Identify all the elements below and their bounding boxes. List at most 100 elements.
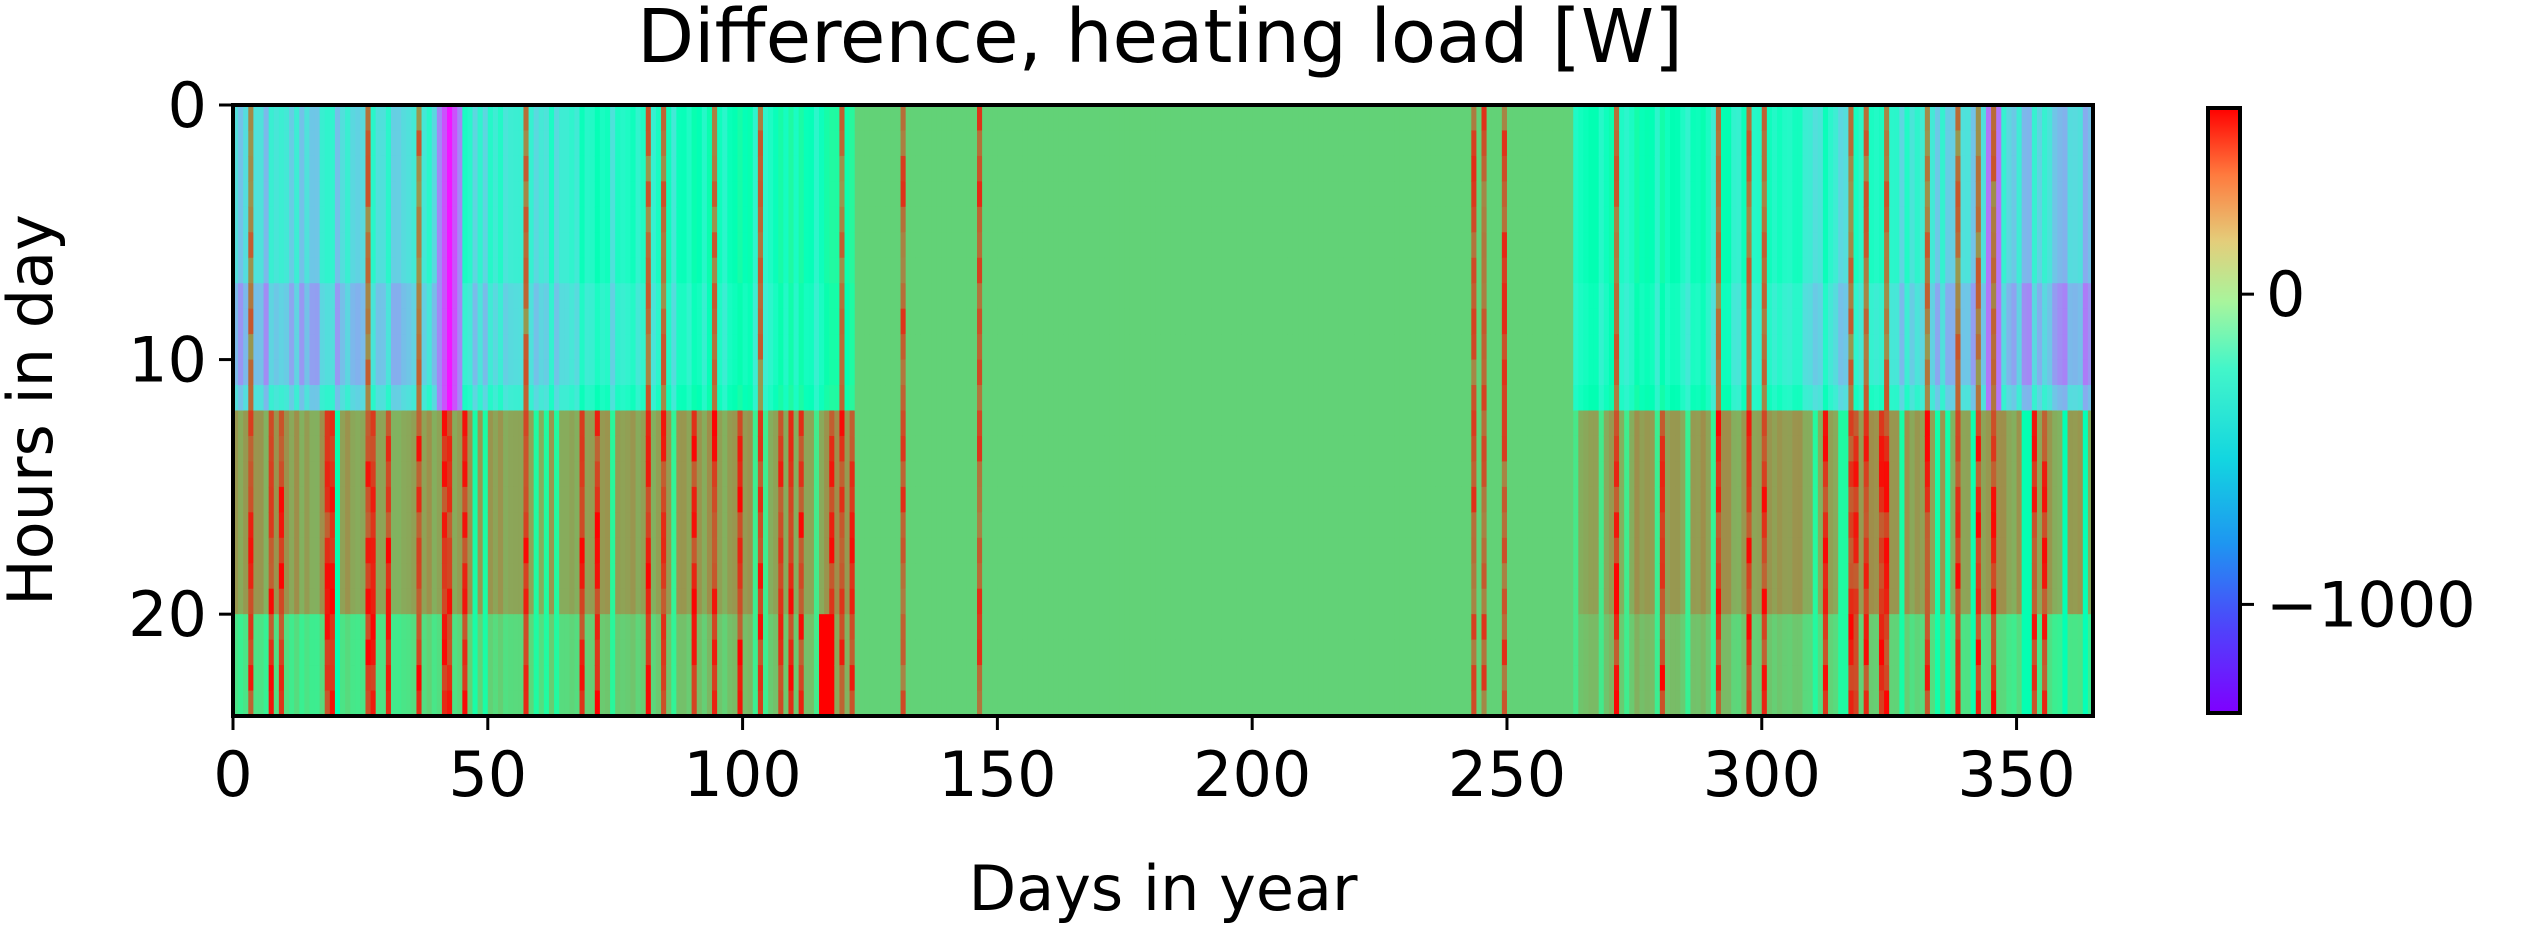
heatmap-cell <box>472 665 479 692</box>
heatmap-cell <box>375 639 382 666</box>
heatmap-cell <box>971 155 978 182</box>
heatmap-cell <box>1287 614 1294 641</box>
heatmap-cell <box>936 130 942 157</box>
heatmap-cell <box>905 308 912 335</box>
heatmap-cell <box>314 308 321 335</box>
heatmap-cell <box>1175 537 1182 564</box>
heatmap-cell <box>691 537 698 564</box>
heatmap-cell <box>752 690 759 717</box>
heatmap-cell <box>936 232 942 259</box>
heatmap-cell <box>905 385 912 412</box>
heatmap-cell <box>1165 512 1172 539</box>
heatmap-cell <box>798 385 805 412</box>
heatmap-cell <box>1124 461 1131 488</box>
heatmap-cell <box>931 563 937 590</box>
heatmap-cell <box>885 232 891 259</box>
heatmap-cell <box>406 435 412 463</box>
heatmap-cell <box>518 512 525 539</box>
heatmap-cell <box>722 308 728 335</box>
heatmap-cell <box>273 665 280 692</box>
heatmap-cell <box>452 257 458 284</box>
heatmap-cell <box>248 308 254 335</box>
heatmap-cell <box>508 410 514 437</box>
heatmap-cell <box>385 588 392 615</box>
heatmap-cell <box>574 283 581 310</box>
heatmap-cell <box>890 359 897 386</box>
heatmap-cell <box>900 614 907 641</box>
heatmap-cell <box>752 334 759 361</box>
heatmap-cell <box>1124 181 1131 208</box>
heatmap-cell <box>737 410 744 437</box>
heatmap-cell <box>411 385 418 412</box>
heatmap-cell <box>1252 690 1258 717</box>
heatmap-cell <box>813 665 820 692</box>
heatmap-cell <box>1063 512 1070 539</box>
heatmap-cell <box>615 257 621 284</box>
heatmap-cell <box>620 359 626 386</box>
heatmap-cell <box>278 690 285 717</box>
heatmap-cell <box>722 181 728 208</box>
heatmap-cell <box>355 614 361 641</box>
heatmap-cell <box>1140 308 1146 335</box>
heatmap-cell <box>324 614 331 641</box>
heatmap-cell <box>548 512 555 539</box>
heatmap-cell <box>411 588 418 615</box>
heatmap-cell <box>875 232 881 259</box>
heatmap-cell <box>900 334 907 361</box>
heatmap-cell <box>472 359 479 386</box>
heatmap-cell <box>783 257 790 284</box>
heatmap-cell <box>452 665 458 692</box>
heatmap-cell <box>610 410 616 437</box>
heatmap-cell <box>661 334 667 361</box>
heatmap-cell <box>1170 181 1177 208</box>
heatmap-cell <box>554 130 560 157</box>
heatmap-cell <box>1221 461 1228 488</box>
heatmap-cell <box>966 512 973 539</box>
heatmap-cell <box>655 639 662 666</box>
heatmap-cell <box>1150 130 1156 157</box>
heatmap-cell <box>610 665 616 692</box>
heatmap-cell <box>492 283 499 310</box>
heatmap-cell <box>793 334 800 361</box>
heatmap-cell <box>717 155 723 182</box>
heatmap-cell <box>233 257 239 284</box>
heatmap-cell <box>533 206 540 233</box>
heatmap-cell <box>559 690 565 717</box>
heatmap-cell <box>436 105 443 132</box>
heatmap-cell <box>533 105 540 132</box>
heatmap-cell <box>385 614 392 641</box>
heatmap-cell <box>396 486 402 513</box>
heatmap-cell <box>997 257 1004 284</box>
heatmap-cell <box>375 130 382 157</box>
heatmap-cell <box>421 512 428 539</box>
heatmap-cell <box>1022 206 1029 233</box>
heatmap-cell <box>849 614 856 641</box>
heatmap-cell <box>1231 563 1238 590</box>
heatmap-cell <box>503 181 509 208</box>
heatmap-cell <box>1124 206 1131 233</box>
heatmap-cell <box>1114 130 1121 157</box>
heatmap-cell <box>630 105 637 132</box>
heatmap-cell <box>564 334 570 361</box>
heatmap-cell <box>477 257 484 284</box>
heatmap-cell <box>390 512 397 539</box>
heatmap-cell <box>355 512 361 539</box>
heatmap-cell <box>334 461 341 488</box>
heatmap-cell <box>441 563 448 590</box>
heatmap-cell <box>406 461 412 488</box>
heatmap-cell <box>548 155 555 182</box>
heatmap-cell <box>564 232 570 259</box>
heatmap-cell <box>1252 461 1258 488</box>
heatmap-cell <box>803 512 810 539</box>
heatmap-cell <box>1068 588 1075 615</box>
heatmap-cell <box>329 181 336 208</box>
heatmap-cell <box>304 435 311 463</box>
heatmap-cell <box>1017 308 1024 335</box>
heatmap-cell <box>1221 130 1228 157</box>
heatmap-cell <box>289 639 295 666</box>
heatmap-cell <box>1180 639 1187 666</box>
heatmap-cell <box>564 385 570 412</box>
heatmap-cell <box>854 588 861 615</box>
heatmap-cell <box>992 410 998 437</box>
